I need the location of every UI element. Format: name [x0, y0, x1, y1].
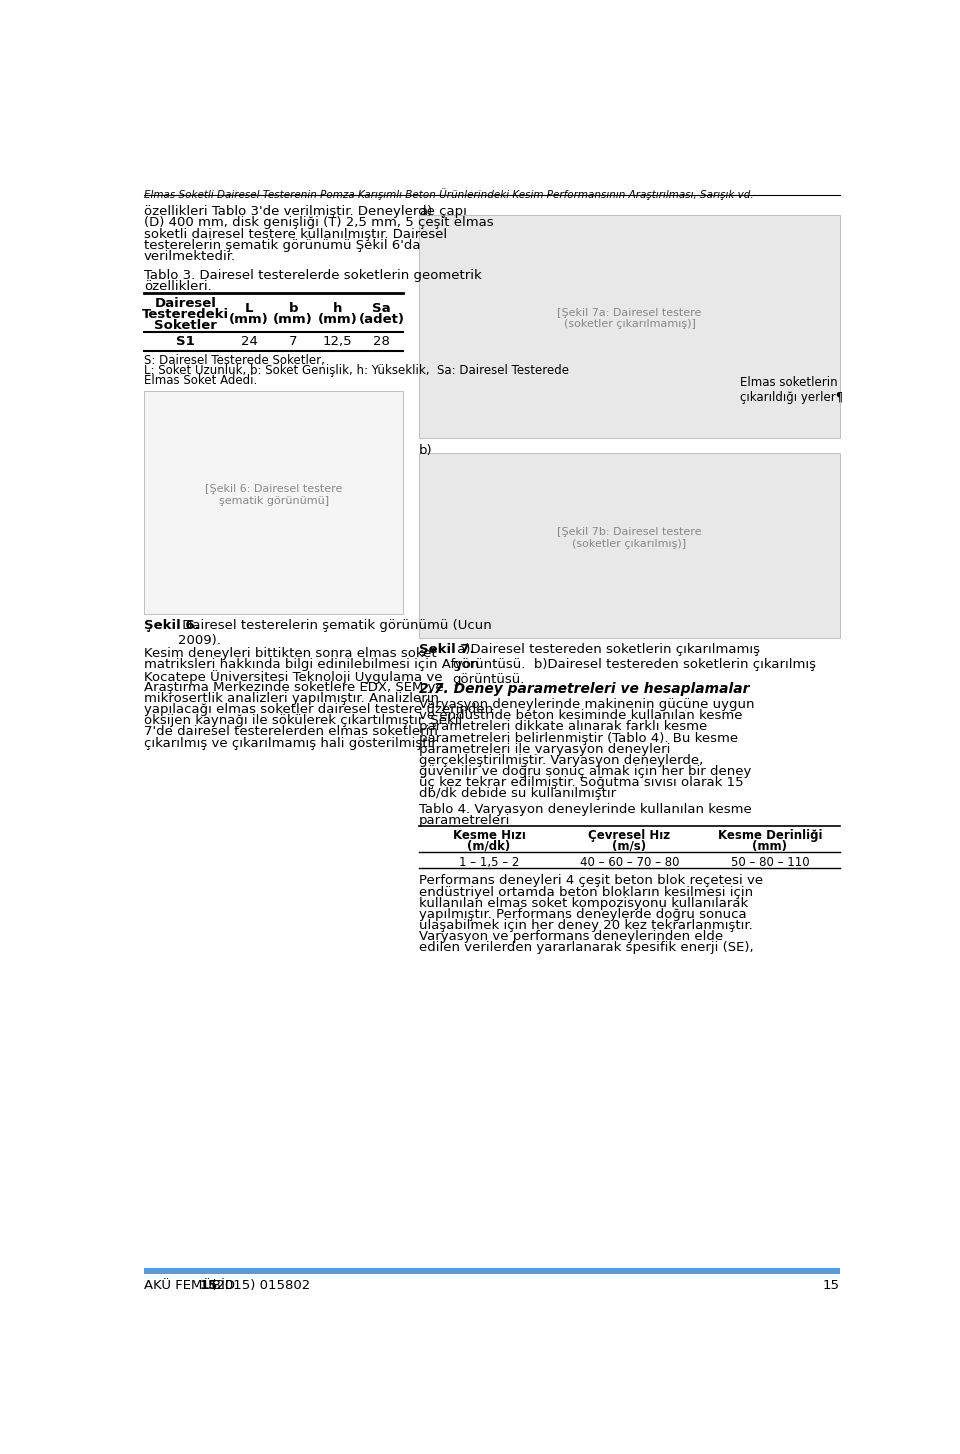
Text: 7'de dairesel testerelerden elmas soketlerin: 7'de dairesel testerelerden elmas soketl… — [144, 726, 438, 739]
Text: 12,5: 12,5 — [323, 336, 352, 349]
Text: [Şekil 7b: Dairesel testere
(soketler çıkarılmış)]: [Şekil 7b: Dairesel testere (soketler çı… — [557, 528, 702, 548]
Text: a)Dairesel testereden soketlerin çıkarılmamış
görüntüsü.  b)Dairesel testereden : a)Dairesel testereden soketlerin çıkarıl… — [453, 643, 816, 686]
Text: L: L — [245, 302, 253, 316]
Text: Tablo 4. Varyasyon deneylerinde kullanılan kesme: Tablo 4. Varyasyon deneylerinde kullanıl… — [419, 803, 752, 816]
Text: üç kez tekrar edilmiştir. Soğutma sıvısı olarak 15: üç kez tekrar edilmiştir. Soğutma sıvısı… — [419, 776, 743, 790]
Text: testerelerin şematik görünümü Şekil 6'da: testerelerin şematik görünümü Şekil 6'da — [144, 238, 420, 252]
Text: Performans deneyleri 4 çeşit beton blok reçetesi ve: Performans deneyleri 4 çeşit beton blok … — [419, 874, 763, 887]
Text: (D) 400 mm, disk genişliği (T) 2,5 mm, 5 çeşit elmas: (D) 400 mm, disk genişliği (T) 2,5 mm, 5… — [144, 217, 493, 230]
Text: Dairesel: Dairesel — [155, 297, 216, 310]
Text: S: Dairesel Testerede Soketler,: S: Dairesel Testerede Soketler, — [144, 355, 324, 368]
Text: L: Soket Uzunluk, b: Soket Genişlik, h: Yükseklik,  Sa: Dairesel Testerede: L: Soket Uzunluk, b: Soket Genişlik, h: … — [144, 364, 569, 377]
Bar — [144, 1268, 840, 1274]
Text: oksijen kaynağı ile sökülerek çıkartılmıştır. Şekil: oksijen kaynağı ile sökülerek çıkartılmı… — [144, 714, 462, 727]
Text: (m/dk): (m/dk) — [468, 840, 511, 852]
Text: parametreleri belirlenmiştir (Tablo 4). Bu kesme: parametreleri belirlenmiştir (Tablo 4). … — [419, 731, 738, 744]
Text: parametreleri: parametreleri — [419, 814, 510, 827]
Text: yapılacağı elmas soketler dairesel testere üzerinden: yapılacağı elmas soketler dairesel teste… — [144, 704, 493, 715]
Text: a): a) — [419, 205, 432, 218]
Text: AKÜ FEMÜBİD: AKÜ FEMÜBİD — [144, 1280, 239, 1293]
Text: kullanılan elmas soket kompozisyonu kullanılarak: kullanılan elmas soket kompozisyonu kull… — [419, 897, 748, 910]
Text: gerçekleştirilmiştir. Varyasyon deneylerde,: gerçekleştirilmiştir. Varyasyon deneyler… — [419, 755, 703, 766]
Text: mikrosertlik analizleri yapılmıştır. Analizlerin: mikrosertlik analizleri yapılmıştır. Ana… — [144, 692, 439, 705]
Text: Kesme Derinliği: Kesme Derinliği — [717, 829, 822, 842]
Text: Kocatepe Üniversitesi Teknoloji Uygulama ve: Kocatepe Üniversitesi Teknoloji Uygulama… — [144, 670, 443, 683]
Text: edilen verilerden yararlanarak spesifik enerji (SE),: edilen verilerden yararlanarak spesifik … — [419, 941, 754, 954]
Text: 15: 15 — [823, 1280, 840, 1293]
Text: 28: 28 — [372, 336, 390, 349]
Text: 7: 7 — [289, 336, 298, 349]
Text: (mm): (mm) — [318, 313, 357, 326]
Text: 50 – 80 – 110: 50 – 80 – 110 — [731, 855, 809, 868]
Text: Varyasyon deneylerinde makinenin gücüne uygun: Varyasyon deneylerinde makinenin gücüne … — [419, 698, 755, 711]
Text: b): b) — [419, 443, 432, 457]
Text: özellikleri.: özellikleri. — [144, 281, 212, 292]
Text: [Şekil 6: Dairesel testere
şematik görünümü]: [Şekil 6: Dairesel testere şematik görün… — [205, 484, 343, 506]
Text: parametreleri ile varyasyon deneyleri: parametreleri ile varyasyon deneyleri — [419, 743, 670, 756]
Text: Soketler: Soketler — [154, 318, 217, 332]
Text: güvenilir ve doğru sonuç almak için her bir deney: güvenilir ve doğru sonuç almak için her … — [419, 765, 752, 778]
Text: Şekil 7.: Şekil 7. — [419, 643, 474, 656]
Bar — [419, 215, 840, 438]
Text: endüstriyel ortamda beton blokların kesilmesi için: endüstriyel ortamda beton blokların kesi… — [419, 885, 753, 899]
Text: 1 – 1,5 – 2: 1 – 1,5 – 2 — [459, 855, 519, 868]
Text: (2015) 015802: (2015) 015802 — [207, 1280, 310, 1293]
Text: 40 – 60 – 70 – 80: 40 – 60 – 70 – 80 — [580, 855, 679, 868]
Text: çıkarılmış ve çıkarılmamış hali gösterilmiştir.: çıkarılmış ve çıkarılmamış hali gösteril… — [144, 737, 440, 750]
Text: Kesim deneyleri bittikten sonra elmas soket: Kesim deneyleri bittikten sonra elmas so… — [144, 647, 437, 660]
Text: özellikleri Tablo 3'de verilmiştir. Deneylerde çapı: özellikleri Tablo 3'de verilmiştir. Dene… — [144, 205, 467, 218]
Text: (mm): (mm) — [274, 313, 313, 326]
Text: h: h — [332, 302, 342, 316]
Text: 24: 24 — [241, 336, 257, 349]
Text: (mm): (mm) — [229, 313, 269, 326]
Text: Elmas Soket Adedi.: Elmas Soket Adedi. — [144, 374, 257, 387]
Bar — [419, 454, 840, 638]
Text: Çevresel Hız: Çevresel Hız — [588, 829, 670, 842]
Text: Testeredeki: Testeredeki — [142, 308, 229, 321]
Text: S1: S1 — [176, 336, 195, 349]
Text: Sa: Sa — [372, 302, 391, 316]
Text: Elmas soketlerin
çıkarıldığı yerler¶: Elmas soketlerin çıkarıldığı yerler¶ — [740, 377, 843, 404]
Text: [Şekil 7a: Dairesel testere
(soketler çıkarılmamış)]: [Şekil 7a: Dairesel testere (soketler çı… — [557, 308, 702, 329]
Text: db/dk debide su kullanılmıştır: db/dk debide su kullanılmıştır — [419, 788, 616, 800]
Text: (mm): (mm) — [753, 840, 787, 852]
Text: (m/s): (m/s) — [612, 840, 646, 852]
Text: Varyasyon ve performans deneylerinden elde: Varyasyon ve performans deneylerinden el… — [419, 931, 723, 944]
Text: 2.7. Deney parametreleri ve hesaplamalar: 2.7. Deney parametreleri ve hesaplamalar — [419, 682, 750, 696]
Text: yapılmıştır. Performans deneylerde doğru sonuca: yapılmıştır. Performans deneylerde doğru… — [419, 907, 747, 920]
Text: matriksleri hakkında bilgi edinilebilmesi için Afyon: matriksleri hakkında bilgi edinilebilmes… — [144, 659, 479, 672]
Text: Tablo 3. Dairesel testerelerde soketlerin geometrik: Tablo 3. Dairesel testerelerde soketleri… — [144, 269, 482, 282]
Text: Dairesel testerelerin şematik görünümü (Ucun
2009).: Dairesel testerelerin şematik görünümü (… — [178, 619, 492, 647]
Text: 15: 15 — [200, 1280, 218, 1293]
Text: ve endüstride beton kesiminde kullanılan kesme: ve endüstride beton kesiminde kullanılan… — [419, 710, 742, 723]
Text: parametreleri dikkate alınarak farklı kesme: parametreleri dikkate alınarak farklı ke… — [419, 720, 708, 733]
Text: (adet): (adet) — [358, 313, 404, 326]
Text: Araştırma Merkezinde soketlere EDX, SEM ve: Araştırma Merkezinde soketlere EDX, SEM … — [144, 680, 444, 694]
Bar — [144, 391, 403, 614]
Text: Kesme Hızı: Kesme Hızı — [452, 829, 525, 842]
Text: Elmas Soketli Dairesel Testerenin Pomza Karışımlı Beton Ürünlerindeki Kesim Perf: Elmas Soketli Dairesel Testerenin Pomza … — [144, 189, 754, 201]
Text: soketli dairesel testere kullanılmıştır. Dairesel: soketli dairesel testere kullanılmıştır.… — [144, 228, 447, 240]
Text: verilmektedir.: verilmektedir. — [144, 250, 236, 263]
Text: Şekil 6.: Şekil 6. — [144, 619, 200, 632]
Text: b: b — [288, 302, 298, 316]
Text: ulaşabilmek için her deney 20 kez tekrarlanmıştır.: ulaşabilmek için her deney 20 kez tekrar… — [419, 919, 753, 932]
